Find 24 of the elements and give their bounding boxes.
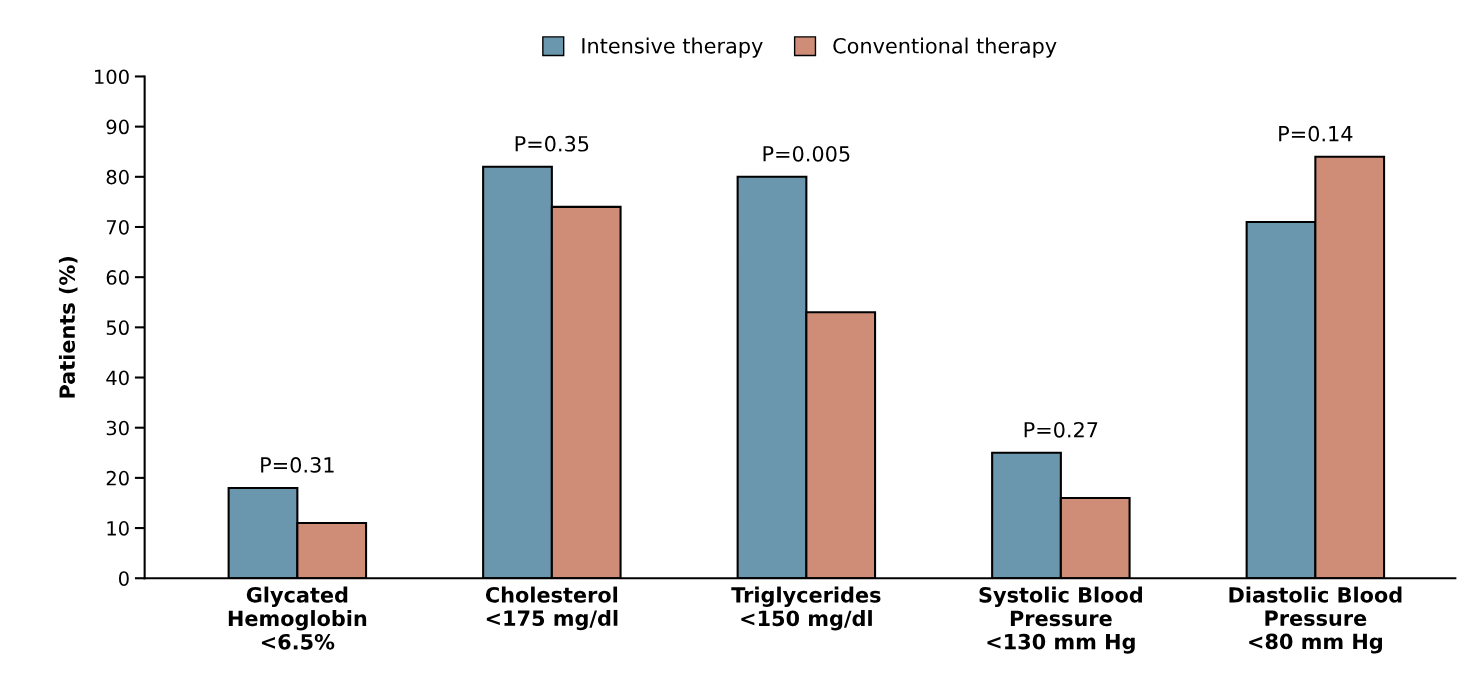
- y-tick-label: 90: [106, 119, 129, 135]
- x-tick-label: Glycated Hemoglobin <6.5%: [228, 586, 367, 650]
- y-tick-label: 30: [106, 420, 129, 436]
- x-tick-label: Systolic Blood Pressure <130 mm Hg: [979, 586, 1142, 654]
- y-tick-label: 0: [118, 571, 129, 586]
- y-tick-label: 80: [106, 169, 129, 185]
- annotation: P=0.31: [261, 457, 334, 473]
- y-tick-label: 100: [95, 69, 129, 85]
- y-tick-label: 20: [106, 470, 129, 486]
- annotation: P=0.27: [1024, 421, 1098, 438]
- annotation: P=0.005: [763, 145, 850, 162]
- y-tick-label: 60: [106, 270, 129, 285]
- y-tick-label: 50: [106, 320, 129, 336]
- legend-label: Intensive therapy: [582, 37, 763, 58]
- legend-label: Conventional therapy: [833, 37, 1057, 58]
- y-tick-label: 10: [107, 521, 129, 536]
- x-tick-label: Diastolic Blood Pressure <80 mm Hg: [1229, 586, 1402, 654]
- annotation: P=0.35: [515, 135, 589, 152]
- x-tick-label: Triglycerides <150 mg/dl: [731, 586, 881, 631]
- annotation: P=0.14: [1279, 125, 1353, 142]
- y-axis-title: Patients (%): [58, 256, 78, 398]
- y-tick-label: 40: [106, 370, 129, 386]
- x-tick-label: Cholesterol <175 mg/dl: [485, 586, 618, 631]
- y-tick-label: 70: [106, 219, 129, 235]
